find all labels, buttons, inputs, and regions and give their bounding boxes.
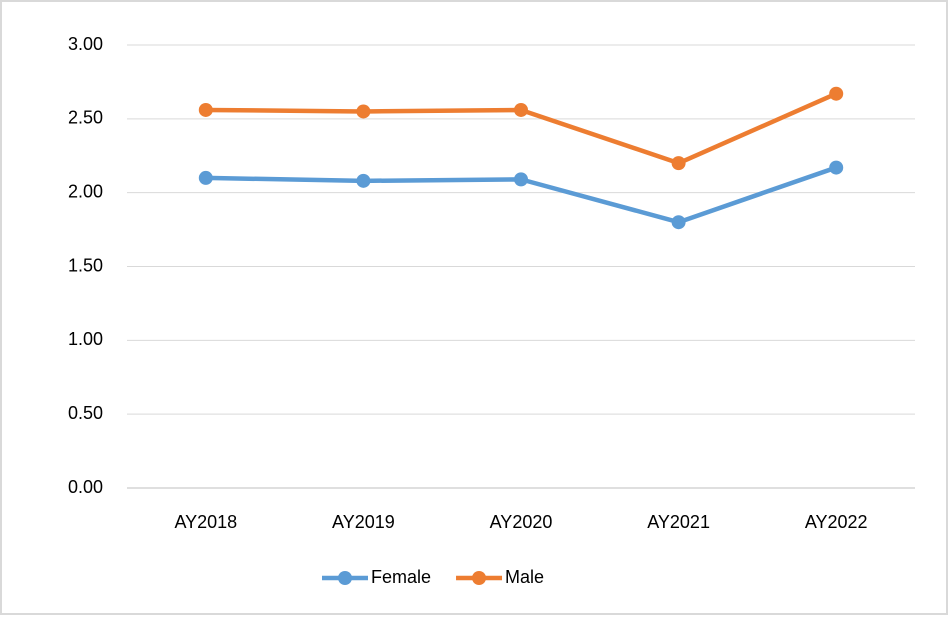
point: [671, 215, 686, 230]
point: [671, 156, 686, 171]
y-tick-label: 3.00: [68, 34, 103, 54]
y-tick-label: 1.00: [68, 329, 103, 349]
point: [356, 104, 371, 119]
point: [198, 102, 213, 117]
point: [514, 172, 528, 187]
y-tick-label: 2.50: [68, 108, 103, 128]
legend-label: Female: [371, 567, 431, 587]
x-tick-label: AY2019: [332, 512, 395, 532]
y-tick-label: 0.50: [68, 403, 103, 423]
x-tick-label: AY2022: [805, 512, 868, 532]
y-tick-label: 1.50: [68, 255, 103, 275]
legend-marker: [472, 571, 487, 585]
point: [198, 170, 213, 185]
x-tick-label: AY2021: [647, 512, 710, 532]
legend-label: Male: [505, 567, 544, 587]
point: [514, 102, 528, 117]
legend-marker: [338, 571, 352, 585]
x-tick-label: AY2020: [490, 512, 553, 532]
point: [829, 86, 844, 101]
point: [356, 173, 371, 188]
y-tick-label: 2.00: [68, 181, 103, 201]
x-tick-label: AY2018: [174, 512, 237, 532]
y-tick-label: 0.00: [68, 477, 103, 497]
point: [829, 160, 844, 175]
